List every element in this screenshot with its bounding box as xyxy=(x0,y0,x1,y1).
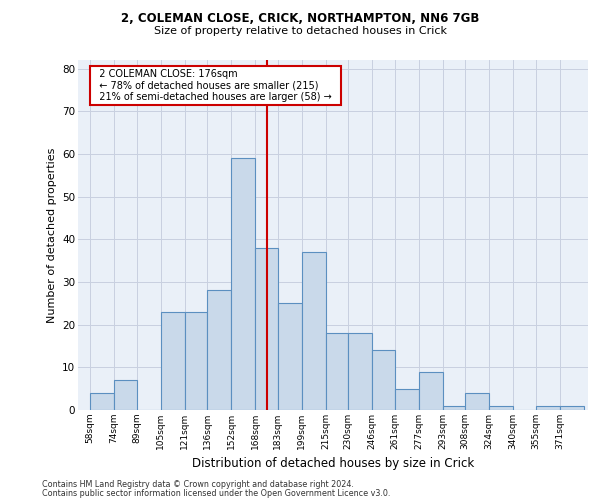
Text: Contains public sector information licensed under the Open Government Licence v3: Contains public sector information licen… xyxy=(42,488,391,498)
Bar xyxy=(489,406,513,410)
X-axis label: Distribution of detached houses by size in Crick: Distribution of detached houses by size … xyxy=(192,458,474,470)
Bar xyxy=(443,406,465,410)
Bar xyxy=(231,158,255,410)
Bar xyxy=(465,393,489,410)
Text: Size of property relative to detached houses in Crick: Size of property relative to detached ho… xyxy=(154,26,446,36)
Bar xyxy=(536,406,560,410)
Bar xyxy=(90,393,114,410)
Bar xyxy=(395,388,419,410)
Bar xyxy=(277,304,302,410)
Bar xyxy=(114,380,137,410)
Bar xyxy=(185,312,207,410)
Bar xyxy=(560,406,583,410)
Bar xyxy=(419,372,443,410)
Bar xyxy=(302,252,325,410)
Bar xyxy=(372,350,395,410)
Bar xyxy=(348,333,372,410)
Bar xyxy=(207,290,231,410)
Bar xyxy=(161,312,185,410)
Bar xyxy=(255,248,277,410)
Text: 2 COLEMAN CLOSE: 176sqm
  ← 78% of detached houses are smaller (215)
  21% of se: 2 COLEMAN CLOSE: 176sqm ← 78% of detache… xyxy=(94,69,338,102)
Text: 2, COLEMAN CLOSE, CRICK, NORTHAMPTON, NN6 7GB: 2, COLEMAN CLOSE, CRICK, NORTHAMPTON, NN… xyxy=(121,12,479,26)
Text: Contains HM Land Registry data © Crown copyright and database right 2024.: Contains HM Land Registry data © Crown c… xyxy=(42,480,354,489)
Bar xyxy=(325,333,348,410)
Y-axis label: Number of detached properties: Number of detached properties xyxy=(47,148,56,322)
